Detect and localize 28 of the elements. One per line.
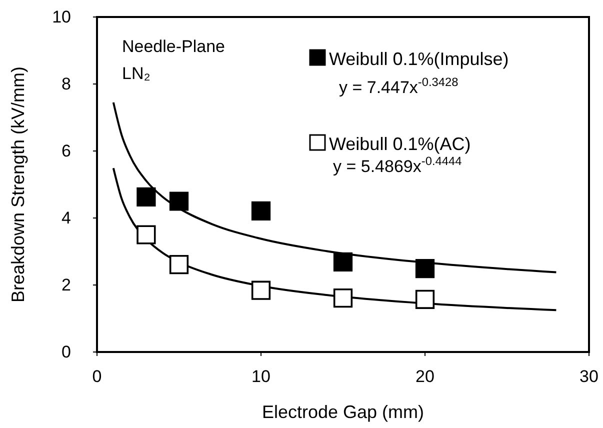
y-tick-label: 6 xyxy=(62,141,71,160)
annotation: y = 7.447x$^{-0.3428}$ xyxy=(339,75,459,97)
point xyxy=(169,192,189,211)
y-axis-title: Breakdown Strength (kV/mm) xyxy=(8,66,28,303)
legend-label: Weibull 0.1%(AC) xyxy=(329,134,471,154)
point xyxy=(415,290,435,309)
point xyxy=(333,252,353,272)
point xyxy=(415,259,435,278)
point xyxy=(251,201,271,221)
y-tick-label: 0 xyxy=(62,342,71,362)
y-tick-label: 10 xyxy=(52,7,71,26)
y-tick-label: 8 xyxy=(62,74,71,94)
point xyxy=(169,255,189,274)
annotation: y = 5.4869x$^{-0.4444}$ xyxy=(333,154,462,176)
y-tick-label: 4 xyxy=(62,208,71,228)
legend-label: Weibull 0.1%(Impulse) xyxy=(329,49,509,69)
annotation: Needle-Plane xyxy=(122,37,226,56)
point xyxy=(251,280,271,300)
y-tick-label: 2 xyxy=(62,275,71,294)
annotation: LN₂ xyxy=(122,64,150,83)
x-tick-label: 30 xyxy=(580,367,598,386)
x-axis-title: Electrode Gap (mm) xyxy=(262,402,424,422)
point xyxy=(136,187,156,206)
x-tick-label: 20 xyxy=(416,367,434,386)
point xyxy=(333,288,353,308)
x-tick-label: 10 xyxy=(252,367,270,386)
x-tick-label: 0 xyxy=(92,367,102,386)
point xyxy=(136,225,156,244)
